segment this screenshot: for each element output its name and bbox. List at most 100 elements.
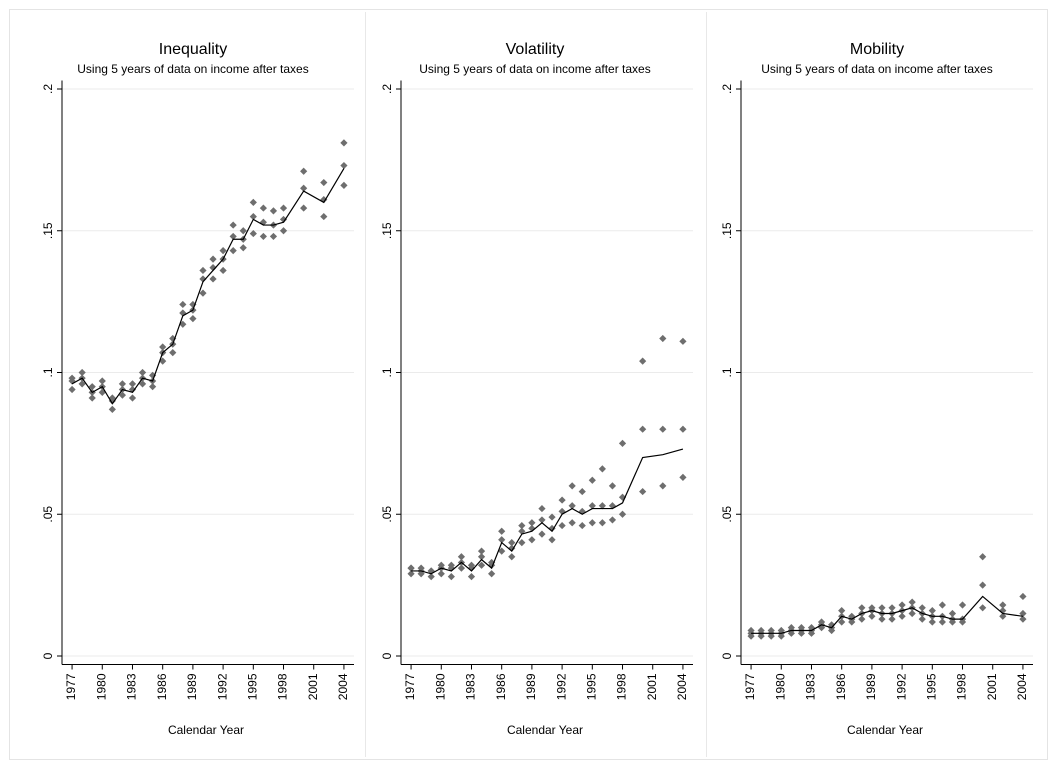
- x-tick-label: 2001: [306, 673, 320, 700]
- scatter-point: [928, 618, 936, 626]
- x-tick-label: 2004: [675, 673, 689, 700]
- x-tick-label: 1983: [804, 673, 818, 700]
- y-tick-label: .1: [41, 367, 55, 377]
- scatter-point: [938, 618, 946, 626]
- scatter-point: [588, 502, 596, 510]
- scatter-point: [598, 519, 606, 527]
- x-tick-label: 2004: [336, 673, 350, 700]
- x-tick-label: 1989: [864, 673, 878, 700]
- scatter-point: [138, 380, 147, 388]
- x-tick-label: 1998: [276, 673, 290, 700]
- x-tick-label: 2001: [985, 673, 999, 700]
- scatter-point: [279, 204, 288, 212]
- scatter-point: [239, 227, 247, 235]
- scatter-point: [568, 502, 576, 510]
- scatter-point: [878, 615, 886, 623]
- x-tick-label: 1998: [955, 673, 969, 700]
- scatter-point: [300, 167, 308, 175]
- scatter-point: [838, 618, 846, 626]
- scatter-point: [249, 198, 257, 207]
- scatter-point: [427, 567, 435, 575]
- scatter-point: [340, 139, 348, 147]
- scatter-point: [639, 425, 647, 433]
- scatter-point: [618, 439, 627, 447]
- scatter-point: [199, 275, 207, 283]
- scatter-point: [269, 207, 278, 215]
- scatter-point: [828, 621, 836, 629]
- scatter-point: [467, 573, 476, 581]
- scatter-point: [219, 266, 227, 275]
- scatter-point: [608, 502, 617, 510]
- x-tick-label: 1992: [215, 673, 229, 700]
- scatter-point: [659, 482, 667, 490]
- scatter-point: [888, 615, 896, 623]
- scatter-point: [928, 607, 936, 615]
- scatter-point: [578, 507, 586, 516]
- scatter-point: [118, 380, 127, 388]
- scatter-point: [249, 212, 257, 221]
- x-tick-label: 1995: [924, 673, 938, 700]
- y-tick-label: .15: [720, 222, 734, 239]
- scatter-point: [518, 521, 526, 530]
- scatter-point: [149, 383, 157, 391]
- x-tick-label: 1986: [834, 673, 848, 700]
- scatter-point: [639, 487, 647, 496]
- scatter-point: [159, 343, 167, 351]
- scatter-point: [249, 229, 257, 238]
- scatter-point: [918, 615, 926, 623]
- scatter-point: [417, 564, 425, 572]
- chart-title: Mobility: [850, 41, 904, 58]
- scatter-point: [558, 496, 566, 504]
- scatter-point: [787, 624, 795, 632]
- scatter-point: [320, 212, 328, 221]
- scatter-point: [78, 380, 86, 388]
- scatter-point: [659, 425, 667, 433]
- scatter-point: [209, 275, 217, 283]
- scatter-point: [908, 609, 916, 618]
- y-tick-label: .05: [720, 506, 734, 523]
- scatter-point: [797, 624, 806, 632]
- scatter-point: [340, 161, 348, 170]
- scatter-point: [948, 609, 957, 618]
- scatter-point: [68, 385, 76, 394]
- scatter-point: [1019, 615, 1027, 623]
- scatter-point: [508, 538, 516, 547]
- x-tick-label: 1980: [433, 673, 447, 700]
- scatter-point: [259, 218, 267, 226]
- y-tick-label: .15: [41, 222, 55, 239]
- y-tick-label: 0: [720, 652, 734, 659]
- scatter-point: [78, 368, 86, 377]
- y-tick-label: .2: [720, 84, 734, 94]
- x-tick-label: 1995: [584, 673, 598, 700]
- scatter-point: [608, 516, 617, 524]
- scatter-point: [279, 227, 288, 235]
- scatter-point: [898, 601, 906, 609]
- scatter-point: [1019, 609, 1027, 618]
- y-tick-label: .05: [380, 506, 394, 523]
- scatter-point: [757, 626, 765, 635]
- scatter-point: [169, 349, 177, 357]
- scatter-point: [320, 178, 328, 187]
- chart-title: Inequality: [159, 41, 228, 58]
- scatter-point: [918, 604, 926, 612]
- scatter-point: [618, 493, 627, 501]
- scatter-point: [979, 581, 987, 589]
- scatter-point: [548, 536, 556, 544]
- y-tick-label: 0: [41, 652, 55, 659]
- scatter-point: [108, 405, 116, 413]
- scatter-point: [128, 380, 137, 388]
- x-tick-label: 2001: [645, 673, 659, 700]
- scatter-point: [979, 604, 987, 612]
- scatter-point: [498, 527, 506, 535]
- scatter-point: [229, 221, 237, 229]
- scatter-point: [548, 524, 556, 533]
- y-tick-label: .05: [41, 506, 55, 523]
- chart-subtitle: Using 5 years of data on income after ta…: [761, 62, 992, 76]
- x-tick-label: 1992: [554, 673, 568, 700]
- scatter-point: [528, 524, 536, 533]
- scatter-point: [219, 246, 227, 255]
- scatter-point: [128, 394, 137, 402]
- x-axis-label: Calendar Year: [507, 723, 583, 737]
- x-tick-label: 1989: [524, 673, 538, 700]
